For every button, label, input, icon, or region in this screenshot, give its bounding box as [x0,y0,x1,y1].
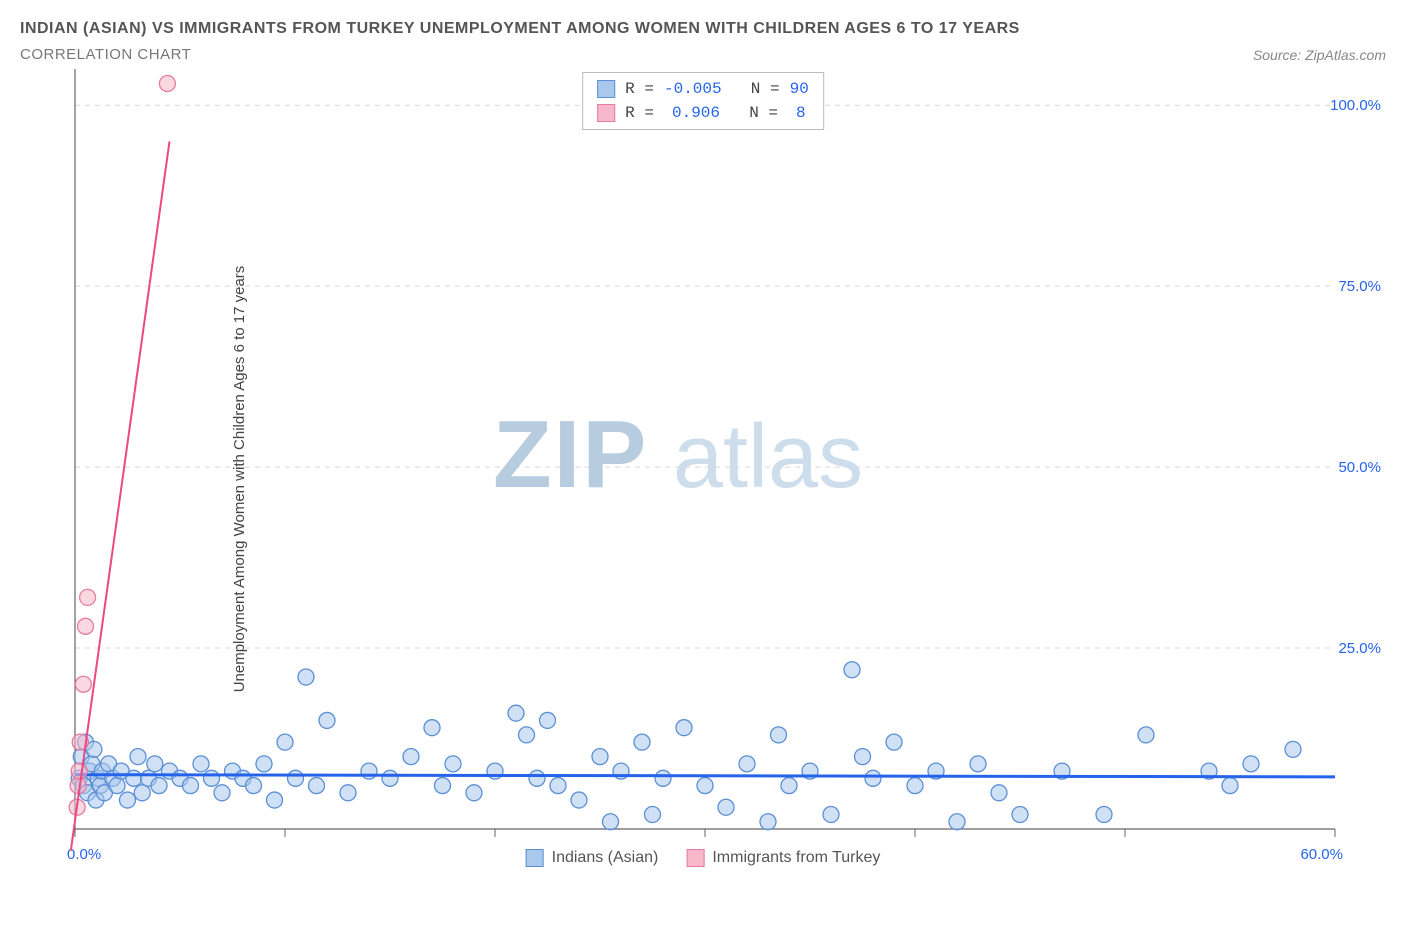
svg-text:100.0%: 100.0% [1330,97,1381,114]
svg-text:50.0%: 50.0% [1338,459,1381,476]
svg-text:25.0%: 25.0% [1338,640,1381,657]
legend-row-turkey: R = 0.906 N = 8 [597,101,809,125]
series-legend: Indians (Asian) Immigrants from Turkey [526,849,881,867]
correlation-legend: R = -0.005 N = 90 R = 0.906 N = 8 [582,72,824,130]
subtitle-row: CORRELATION CHART Source: ZipAtlas.com [20,46,1386,63]
source-attribution: Source: ZipAtlas.com [1253,47,1386,63]
legend-item-turkey: Immigrants from Turkey [686,849,880,867]
y-axis-title: Unemployment Among Women with Children A… [231,266,248,693]
swatch-blue-icon [526,849,544,867]
legend-item-indians: Indians (Asian) [526,849,659,867]
svg-text:75.0%: 75.0% [1338,278,1381,295]
chart-title: INDIAN (ASIAN) VS IMMIGRANTS FROM TURKEY… [20,20,1386,38]
legend-row-indians: R = -0.005 N = 90 [597,77,809,101]
scatter-plot-svg: 25.0% 50.0% 75.0% 100.0% 0.0% 60.0% [20,69,1386,889]
swatch-pink-icon [597,104,615,122]
svg-text:60.0%: 60.0% [1300,846,1343,863]
swatch-pink-icon [686,849,704,867]
chart-container: Unemployment Among Women with Children A… [20,69,1386,889]
swatch-blue-icon [597,80,615,98]
svg-text:0.0%: 0.0% [67,846,101,863]
chart-subtitle: CORRELATION CHART [20,46,191,63]
